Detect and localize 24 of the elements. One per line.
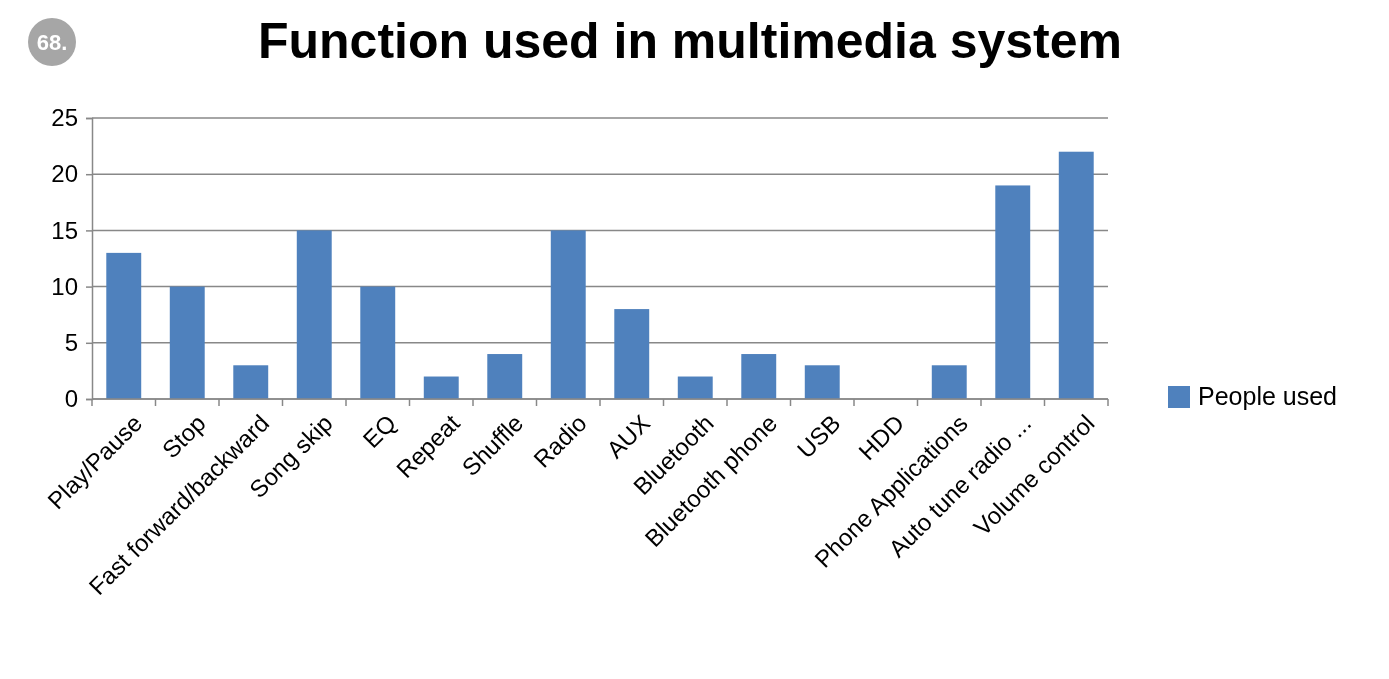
bar: [296, 230, 332, 399]
legend-label: People used: [1198, 382, 1338, 410]
number-badge: 68.: [28, 18, 76, 66]
bar: [995, 185, 1031, 399]
y-tick-label: 0: [64, 385, 78, 413]
bar: [1058, 151, 1094, 399]
bar: [360, 286, 396, 399]
bar: [614, 309, 650, 399]
bar: [106, 252, 142, 399]
y-tick-label: 25: [51, 104, 78, 132]
y-tick-label: 10: [51, 272, 78, 300]
y-tick-label: 20: [51, 160, 78, 188]
bar: [487, 354, 523, 399]
bar: [169, 286, 205, 399]
bar: [677, 376, 713, 399]
y-tick-label: 5: [64, 328, 78, 356]
y-tick-label: 15: [51, 216, 78, 244]
bar: [741, 354, 777, 399]
chart-title: Function used in multimedia system: [257, 13, 1123, 69]
bar: [423, 376, 459, 399]
bar: [931, 365, 967, 399]
bar: [233, 365, 269, 399]
bar: [804, 365, 840, 399]
bar: [550, 230, 586, 399]
